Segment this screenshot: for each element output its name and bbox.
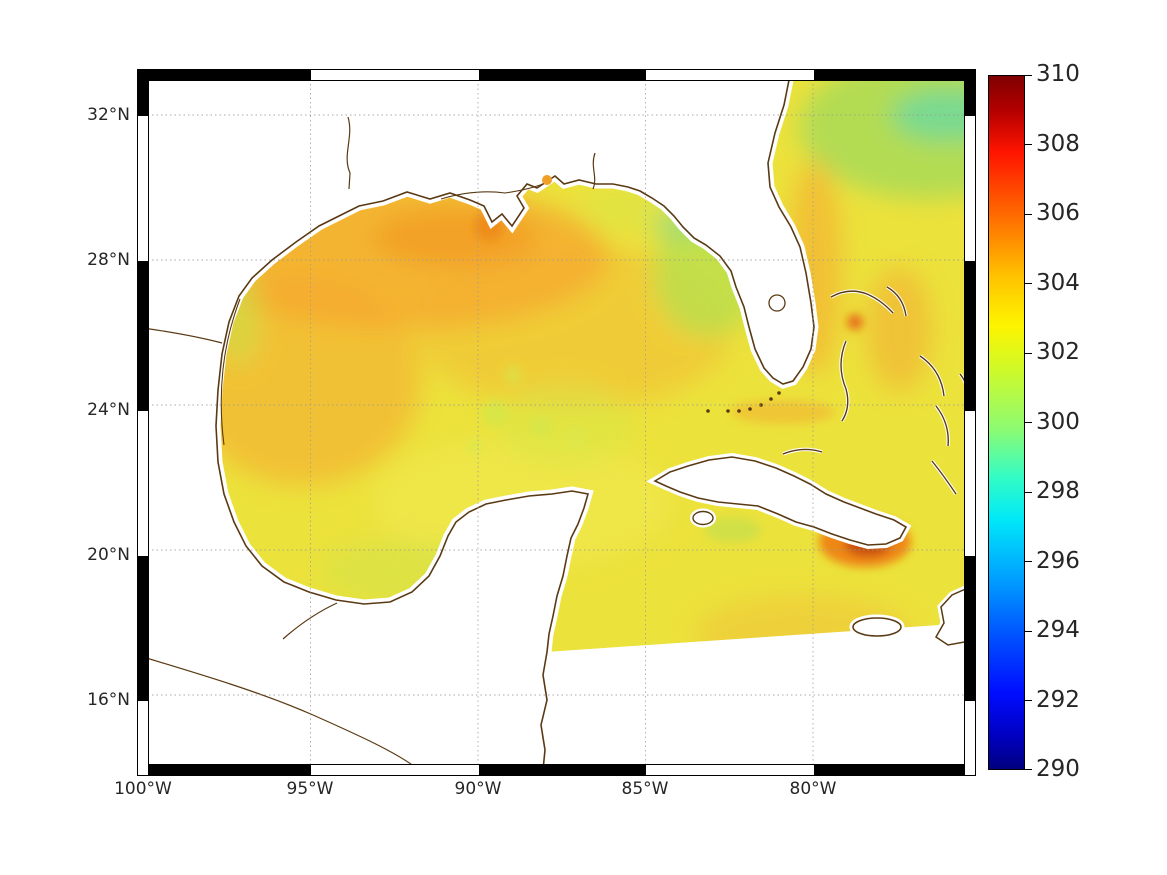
bahamas-warm-spot <box>847 314 863 330</box>
isle-of-youth-coastline <box>692 510 714 526</box>
north-america-coastline <box>215 75 815 770</box>
graticule <box>143 75 970 770</box>
colorbar-label-300: 300 <box>1036 409 1080 435</box>
colorbar-label-306: 306 <box>1036 200 1080 226</box>
colorbar-label-292: 292 <box>1036 687 1080 713</box>
lon-tick-label-80w: 80°W <box>789 779 837 799</box>
florida-keys <box>706 391 781 413</box>
map-frame-left <box>137 69 149 776</box>
lon-tick-label-90w: 90°W <box>454 779 502 799</box>
colorbar-label-308: 308 <box>1036 131 1080 157</box>
lat-tick-label-28n: 28°N <box>87 250 130 270</box>
lon-tick-label-100w: 100°W <box>114 779 172 799</box>
colorbar-label-294: 294 <box>1036 617 1080 643</box>
lake-okeechobee <box>768 294 786 312</box>
lat-tick-label-24n: 24°N <box>87 400 130 420</box>
map-frame-right <box>964 69 976 776</box>
cuba-coastline <box>653 456 908 546</box>
map-frame-bottom <box>137 764 976 776</box>
colorbar <box>988 75 1025 770</box>
lon-tick-label-85w: 85°W <box>621 779 669 799</box>
lat-tick-label-32n: 32°N <box>87 105 130 125</box>
colorbar-label-296: 296 <box>1036 548 1080 574</box>
warm-water-regions <box>216 75 970 652</box>
rivers <box>143 116 596 770</box>
colorbar-label-298: 298 <box>1036 478 1080 504</box>
map-canvas <box>143 75 970 770</box>
colorbar-label-302: 302 <box>1036 339 1080 365</box>
colorbar-label-290: 290 <box>1036 756 1080 782</box>
lon-tick-label-95w: 95°W <box>286 779 334 799</box>
colorbar-label-310: 310 <box>1036 61 1080 87</box>
barrier-islands <box>220 180 551 446</box>
lat-tick-label-20n: 20°N <box>87 545 130 565</box>
jamaica-coastline <box>852 617 902 637</box>
colorbar-label-304: 304 <box>1036 270 1080 296</box>
landmasses <box>143 75 970 770</box>
coastal-warm-pixel <box>542 175 552 185</box>
map-frame-top <box>137 69 976 81</box>
lat-tick-label-16n: 16°N <box>87 690 130 710</box>
